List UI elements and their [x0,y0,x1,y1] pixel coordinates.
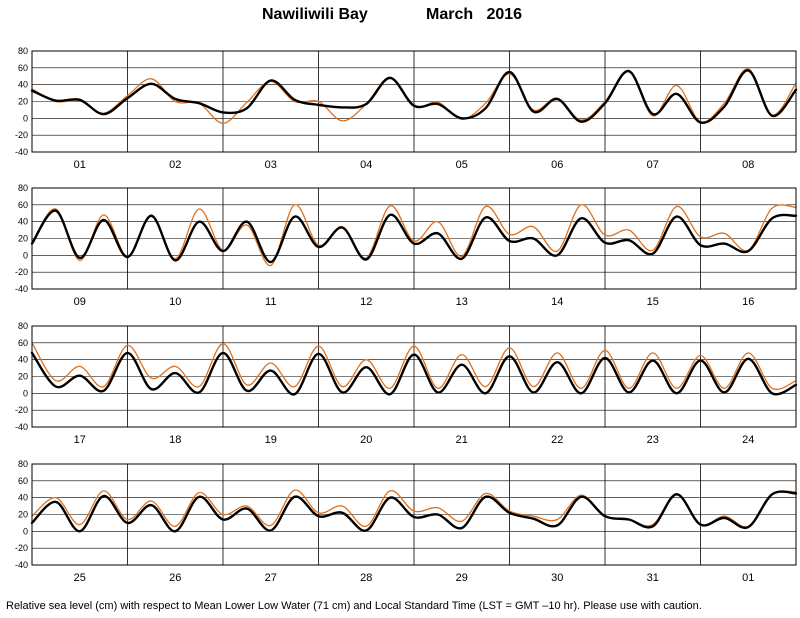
panel-4-day-label: 25 [74,572,86,584]
panel-3-y-tick-label: -40 [15,422,28,432]
panel-2-day-label: 12 [360,296,372,308]
panel-4-y-tick-label: -20 [15,543,28,553]
panel-1-predicted-line [30,69,798,124]
panel-4-y-tick-label: 20 [18,510,28,520]
panel-4-y-tick-label: -40 [15,560,28,570]
panel-3-day-label: 19 [265,434,277,446]
panel-4-day-label: 29 [456,572,468,584]
panel-4-day-label: 01 [742,572,754,584]
panel-1-day-label: 06 [551,159,563,171]
panel-1-y-tick-label: -20 [15,130,28,140]
chart-footnote: Relative sea level (cm) with respect to … [6,600,702,612]
panel-1-day-label: 08 [742,159,754,171]
panel-3-y-tick-label: 80 [18,321,28,331]
panel-4-y-tick-label: 0 [23,526,28,536]
panel-2-day-label: 09 [74,296,86,308]
panel-2-y-tick-label: -40 [15,284,28,294]
panel-4-day-label: 28 [360,572,372,584]
panel-1-y-tick-label: 20 [18,97,28,107]
panel-2-predicted-line [30,209,798,264]
panel-3-day-label: 18 [169,434,181,446]
panel-1-frame [31,50,797,153]
panel-4-y-tick-label: 40 [18,493,28,503]
panel-3-observed-line [31,342,797,390]
panel-2-day-label: 10 [169,296,181,308]
panel-1-day-label: 04 [360,159,372,171]
panel-3-y-tick-label: -20 [15,405,28,415]
panel-4-y-tick-label: 60 [18,476,28,486]
panel-2-frame [31,187,797,290]
panel-2-day-label: 14 [551,296,563,308]
panel-1-y-tick-label: -40 [15,147,28,157]
panel-3-day-label: 22 [551,434,563,446]
panel-3-day-label: 23 [647,434,659,446]
panel-4-day-label: 26 [169,572,181,584]
panel-2-y-tick-label: 0 [23,250,28,260]
panel-2-y-tick-label: 80 [18,183,28,193]
panel-2-y-tick-label: 60 [18,200,28,210]
panel-2-day-label: 13 [456,296,468,308]
panel-3-y-tick-label: 20 [18,372,28,382]
panel-3-day-label: 21 [456,434,468,446]
panel-2-y-tick-label: 40 [18,217,28,227]
panel-3-y-tick-label: 0 [23,388,28,398]
panel-2-day-label: 16 [742,296,754,308]
panel-3-frame [31,325,797,428]
chart-title-year: 2016 [486,6,523,23]
panel-3-y-tick-label: 40 [18,355,28,365]
panel-1-day-label: 07 [647,159,659,171]
panel-3-day-label: 20 [360,434,372,446]
panel-3-y-tick-label: 60 [18,338,28,348]
chart-title-date: March 2016 [426,6,522,24]
panel-4-predicted-line [30,490,798,533]
panel-1-y-tick-label: 0 [23,113,28,123]
panel-1-y-tick-label: 40 [18,80,28,90]
panel-4-day-label: 30 [551,572,563,584]
chart-title-location: Nawiliwili Bay [262,6,368,23]
panel-2-day-label: 15 [647,296,659,308]
panel-1-day-label: 01 [74,159,86,171]
panel-1-day-label: 05 [456,159,468,171]
panel-2-y-tick-label: 20 [18,234,28,244]
panel-4-day-label: 31 [647,572,659,584]
panel-3-day-label: 17 [74,434,86,446]
panel-1-day-label: 02 [169,159,181,171]
panel-1-y-tick-label: 60 [18,63,28,73]
panel-2-y-tick-label: -20 [15,267,28,277]
panel-3-day-label: 24 [742,434,754,446]
panel-1-y-tick-label: 80 [18,46,28,56]
panel-4-y-tick-label: 80 [18,459,28,469]
chart-title-month: March [426,6,474,23]
panel-1-day-label: 03 [265,159,277,171]
panel-3-predicted-line [30,351,798,396]
panel-2-day-label: 11 [265,296,276,308]
panel-4-frame [31,463,797,566]
panel-4-day-label: 27 [265,572,277,584]
